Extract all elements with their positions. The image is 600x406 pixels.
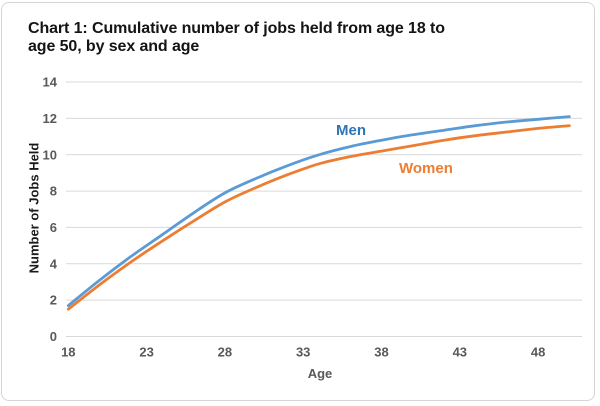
chart-title-line1: Chart 1: Cumulative number of jobs held … <box>28 20 445 37</box>
x-tick-label: 18 <box>61 345 75 360</box>
x-tick-label: 48 <box>531 345 545 360</box>
men-series-line <box>66 115 571 307</box>
x-tick-label: 33 <box>296 345 310 360</box>
x-axis-title: Age <box>307 366 333 381</box>
series-label-men: Men <box>336 122 366 139</box>
chart-title-line2: age 50, by sex and age <box>28 38 200 55</box>
series-label-women: Women <box>399 160 453 177</box>
women-series-line <box>66 124 571 311</box>
y-tick-label: 0 <box>50 329 57 344</box>
x-tick-label: 43 <box>453 345 467 360</box>
y-tick-label: 4 <box>50 256 58 271</box>
y-tick-label: 10 <box>43 147 57 162</box>
chart-title: Chart 1: Cumulative number of jobs held … <box>28 20 445 56</box>
y-tick-label: 8 <box>50 184 57 199</box>
x-tick-label: 28 <box>218 345 232 360</box>
y-tick-label: 6 <box>50 220 57 235</box>
y-tick-label: 2 <box>50 293 57 308</box>
y-tick-label: 12 <box>43 111 57 126</box>
y-tick-label: 14 <box>43 75 58 90</box>
x-tick-label: 38 <box>374 345 388 360</box>
x-tick-label: 23 <box>139 345 153 360</box>
